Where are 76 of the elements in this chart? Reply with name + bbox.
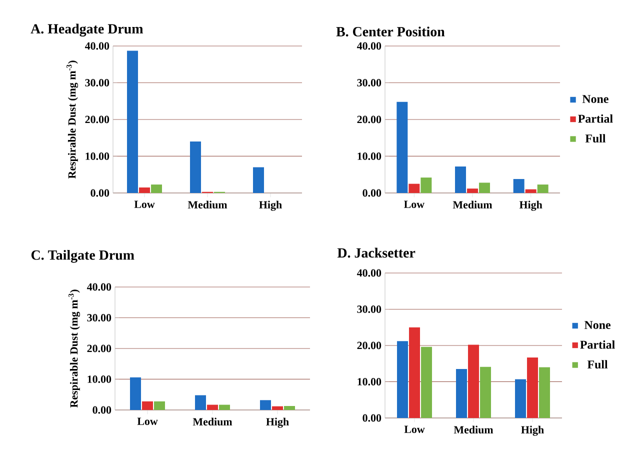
bar xyxy=(154,401,166,410)
bar xyxy=(130,377,142,410)
bar xyxy=(480,366,492,418)
y-tick-label: 30.00 xyxy=(357,79,382,86)
x-tick-label: Medium xyxy=(188,200,228,208)
x-tick-label: Low xyxy=(137,418,158,426)
bar xyxy=(467,188,478,193)
y-tick-label: 0.00 xyxy=(362,414,382,422)
bar xyxy=(421,346,432,418)
bar xyxy=(455,166,466,193)
bar xyxy=(513,179,524,193)
x-tick-label: High xyxy=(521,426,544,436)
bar xyxy=(396,102,408,193)
bar xyxy=(515,379,526,418)
x-tick-label: Medium xyxy=(452,200,492,208)
y-axis-title: Respirable Dust (mg m$^{-3}$) xyxy=(66,60,78,179)
bar xyxy=(525,189,536,193)
y-tick-label: 10.00 xyxy=(358,378,382,386)
bar xyxy=(253,167,264,193)
y-tick-label: 30.00 xyxy=(85,79,110,86)
bar xyxy=(219,404,230,410)
bar xyxy=(272,406,284,410)
bar xyxy=(537,184,548,193)
chart-title: A. Headgate Drum xyxy=(30,24,144,36)
bar xyxy=(397,341,408,418)
y-tick-label: 20.00 xyxy=(85,116,110,124)
bar xyxy=(527,357,538,418)
y-tick-label: 20.00 xyxy=(87,344,112,352)
x-tick-label: Low xyxy=(134,200,155,208)
x-tick-label: High xyxy=(519,200,542,211)
x-tick-label: Low xyxy=(404,200,424,208)
bar xyxy=(456,369,468,418)
y-tick-label: 40.00 xyxy=(356,42,382,50)
chart-title: C. Tailgate Drum xyxy=(31,250,134,263)
y-tick-label: 20.00 xyxy=(357,342,382,350)
bar xyxy=(127,50,138,193)
bar xyxy=(468,344,480,418)
y-tick-label: 0.00 xyxy=(90,189,110,197)
bar xyxy=(539,367,550,418)
y-tick-label: 20.00 xyxy=(357,116,382,124)
y-tick-label: 0.00 xyxy=(362,189,382,197)
bar xyxy=(151,184,162,193)
x-tick-label: High xyxy=(266,418,289,428)
y-axis-title: Respirable Dust (mg m$^{-3}$) xyxy=(68,290,80,408)
y-tick-label: 40.00 xyxy=(84,42,110,50)
x-tick-label: High xyxy=(259,200,282,211)
chart-title: B. Center Position xyxy=(336,26,445,36)
bar xyxy=(409,327,420,418)
y-tick-label: 0.00 xyxy=(92,406,112,414)
bar xyxy=(284,406,296,410)
bar xyxy=(195,395,206,410)
y-tick-label: 30.00 xyxy=(87,314,112,322)
bar xyxy=(420,178,432,193)
bar xyxy=(142,401,154,410)
bar xyxy=(207,404,218,410)
bar xyxy=(139,187,150,193)
legend-label: None xyxy=(582,95,608,104)
bar xyxy=(408,184,420,193)
x-tick-label: Low xyxy=(404,426,425,434)
legend-label: Partial xyxy=(580,340,615,349)
bar xyxy=(190,142,202,193)
legend-label: None xyxy=(584,321,611,330)
y-tick-label: 10.00 xyxy=(88,376,112,383)
x-tick-label: Medium xyxy=(192,418,232,426)
bar xyxy=(479,182,490,193)
legend-label: Full xyxy=(585,134,606,143)
legend-label: Full xyxy=(587,360,608,369)
x-tick-label: Medium xyxy=(454,426,494,434)
y-tick-label: 30.00 xyxy=(357,306,382,313)
chart-title: D. Jacksetter xyxy=(337,248,416,258)
y-tick-label: 10.00 xyxy=(358,152,382,160)
legend-label: Partial xyxy=(578,114,613,123)
y-tick-label: 10.00 xyxy=(86,152,110,160)
y-tick-label: 40.00 xyxy=(86,283,112,291)
bar xyxy=(260,400,272,410)
y-tick-label: 40.00 xyxy=(356,269,382,277)
